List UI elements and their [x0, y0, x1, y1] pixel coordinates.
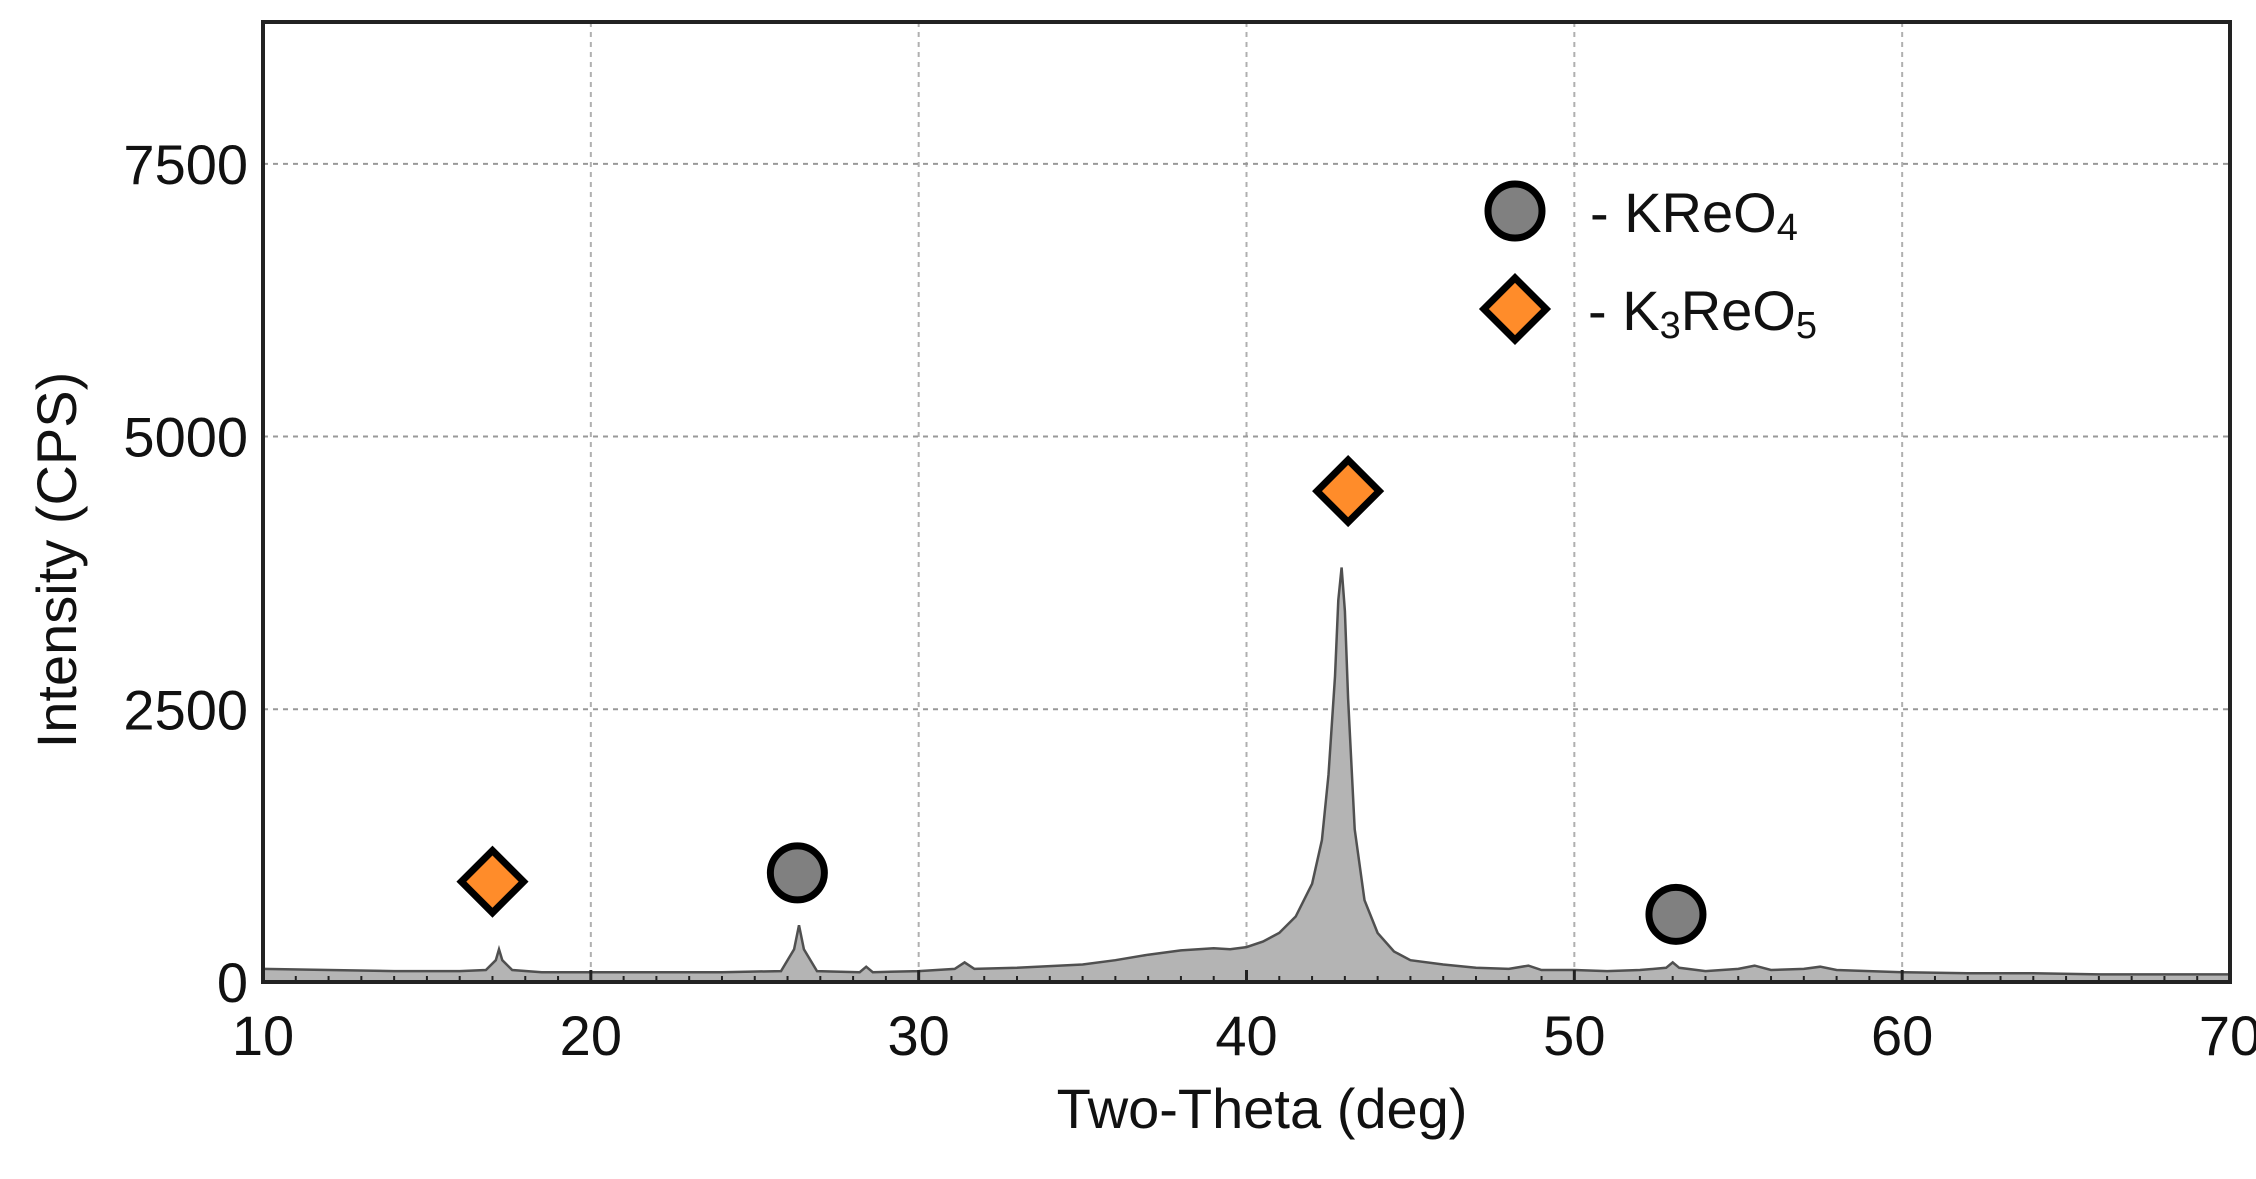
data-layer — [262, 567, 2230, 982]
y-tick-label: 0 — [217, 951, 248, 1014]
x-tick-label: 70 — [2199, 1004, 2256, 1067]
x-tick-label: 50 — [1543, 1004, 1605, 1067]
x-tick-label: 40 — [1215, 1004, 1277, 1067]
x-tick-label: 60 — [1871, 1004, 1933, 1067]
legend-k3reo5-label-mid: ReO — [1681, 279, 1796, 342]
legend-k3reo5-label: - K3ReO5 — [1588, 279, 1817, 347]
marker-layer — [456, 455, 1707, 945]
legend-kreo4-marker-icon — [1484, 180, 1546, 242]
kreo4-peak-marker — [1645, 883, 1707, 945]
y-tick-label: 5000 — [123, 406, 248, 469]
kreo4-peak-marker — [766, 842, 828, 904]
x-axis-title: Two-Theta (deg) — [1057, 1077, 1468, 1140]
k3reo5-peak-marker — [1312, 455, 1385, 528]
k3reo5-peak-marker — [456, 845, 529, 918]
y-tick-label: 7500 — [123, 133, 248, 196]
legend-k3reo5-label-prefix: - K — [1588, 279, 1660, 342]
legend-k3reo5-label-sub2: 5 — [1796, 305, 1817, 347]
x-tick-label: 10 — [232, 1004, 294, 1067]
legend-kreo4-label: - KReO4 — [1590, 181, 1798, 249]
legend-kreo4-label-sub: 4 — [1777, 207, 1798, 249]
legend-k3reo5-label-sub: 3 — [1660, 305, 1681, 347]
y-tick-label: 2500 — [123, 678, 248, 741]
legend-kreo4-label-prefix: - KReO — [1590, 181, 1777, 244]
legend: - KReO4 - K3ReO5 — [1478, 180, 1817, 347]
legend-k3reo5-marker-icon — [1478, 272, 1552, 346]
grid-layer — [263, 22, 2230, 982]
series-line — [262, 567, 2230, 976]
x-tick-label: 20 — [560, 1004, 622, 1067]
y-axis-title: Intensity (CPS) — [25, 372, 88, 749]
x-tick-label: 30 — [888, 1004, 950, 1067]
tick-layer: 10 20 30 40 50 60 70 0 2500 5000 7500 — [123, 133, 2256, 1067]
